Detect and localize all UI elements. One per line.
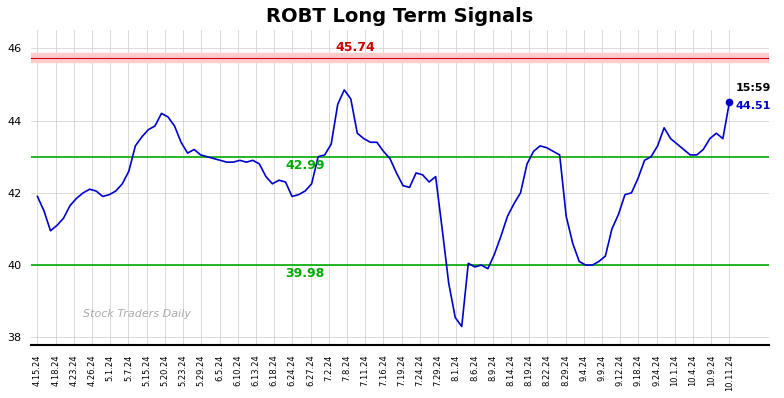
Text: 42.99: 42.99 [285, 158, 325, 172]
Text: 44.51: 44.51 [736, 101, 771, 111]
Bar [31, 53, 768, 62]
Text: 39.98: 39.98 [285, 267, 325, 280]
Title: ROBT Long Term Signals: ROBT Long Term Signals [266, 7, 533, 26]
Text: 45.74: 45.74 [336, 41, 376, 54]
Text: 15:59: 15:59 [736, 83, 771, 93]
Text: Stock Traders Daily: Stock Traders Daily [82, 309, 191, 320]
